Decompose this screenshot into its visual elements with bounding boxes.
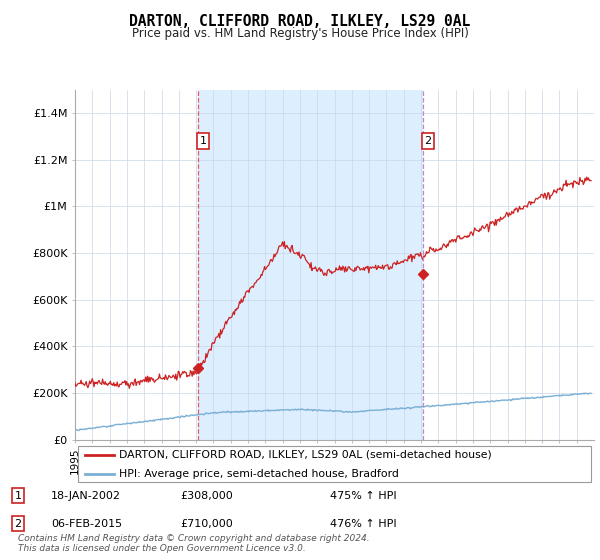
Text: 476% ↑ HPI: 476% ↑ HPI bbox=[330, 519, 397, 529]
Text: DARTON, CLIFFORD ROAD, ILKLEY, LS29 0AL: DARTON, CLIFFORD ROAD, ILKLEY, LS29 0AL bbox=[130, 14, 470, 29]
Bar bbox=[198, 90, 423, 440]
FancyBboxPatch shape bbox=[77, 446, 592, 482]
Text: 2: 2 bbox=[14, 519, 22, 529]
Text: Contains HM Land Registry data © Crown copyright and database right 2024.
This d: Contains HM Land Registry data © Crown c… bbox=[18, 534, 370, 553]
Text: £710,000: £710,000 bbox=[180, 519, 233, 529]
Text: 06-FEB-2015: 06-FEB-2015 bbox=[51, 519, 122, 529]
Text: 475% ↑ HPI: 475% ↑ HPI bbox=[330, 491, 397, 501]
Text: HPI: Average price, semi-detached house, Bradford: HPI: Average price, semi-detached house,… bbox=[119, 469, 399, 478]
Text: 1: 1 bbox=[200, 136, 206, 146]
Text: 2: 2 bbox=[424, 136, 431, 146]
Text: Price paid vs. HM Land Registry's House Price Index (HPI): Price paid vs. HM Land Registry's House … bbox=[131, 27, 469, 40]
Text: £308,000: £308,000 bbox=[180, 491, 233, 501]
Text: DARTON, CLIFFORD ROAD, ILKLEY, LS29 0AL (semi-detached house): DARTON, CLIFFORD ROAD, ILKLEY, LS29 0AL … bbox=[119, 450, 492, 460]
Text: 18-JAN-2002: 18-JAN-2002 bbox=[51, 491, 121, 501]
Text: 1: 1 bbox=[14, 491, 22, 501]
